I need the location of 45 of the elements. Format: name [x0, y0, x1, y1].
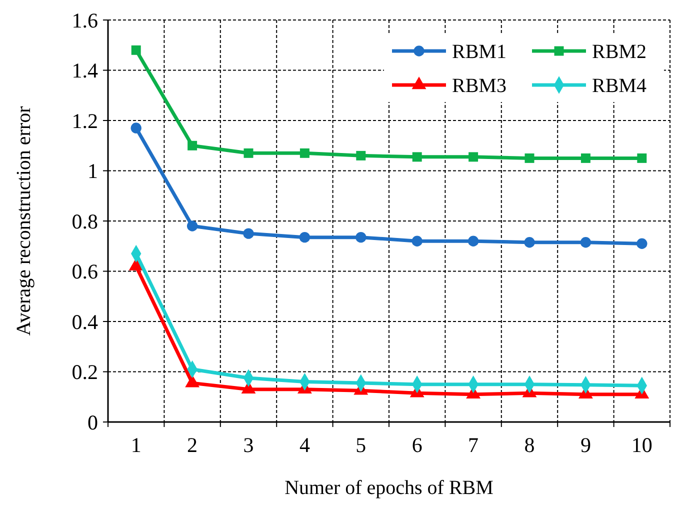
x-tick-label: 8 [524, 433, 535, 457]
point [524, 237, 535, 248]
x-tick-label: 2 [187, 433, 198, 457]
y-tick-label: 1.2 [72, 108, 98, 133]
point [412, 236, 422, 246]
y-tick-label: 1.4 [72, 58, 98, 83]
point [636, 238, 648, 249]
point [299, 232, 310, 243]
point [637, 153, 647, 163]
x-tick-label: 7 [468, 433, 479, 457]
point [468, 152, 478, 162]
x-axis-title: Numer of epochs of RBM [284, 477, 494, 499]
x-tick-label: 5 [356, 433, 366, 457]
y-tick-label: 1.6 [72, 8, 98, 32]
point [412, 152, 422, 162]
y-tick-label: 0 [88, 410, 98, 434]
x-tick-label: 6 [412, 433, 422, 457]
y-tick-label: 0.2 [72, 360, 98, 384]
x-tick-label: 9 [580, 433, 591, 457]
point [524, 153, 534, 163]
y-tick-label: 0.4 [72, 310, 98, 334]
point [356, 150, 366, 160]
point [186, 220, 198, 232]
x-tick-label: 3 [243, 433, 254, 457]
y-tick-label: 1 [88, 159, 98, 184]
point [244, 148, 254, 158]
legend-label: RBM2 [592, 41, 646, 63]
point [131, 45, 141, 55]
point [243, 228, 254, 239]
point [130, 122, 142, 134]
legend-label: RBM4 [592, 75, 646, 97]
point [356, 232, 366, 243]
y-tick-label: 0.6 [72, 260, 98, 284]
x-tick-label: 1 [130, 433, 142, 457]
point [300, 148, 310, 158]
legend-label: RBM3 [452, 75, 506, 97]
legend-label: RBM1 [452, 41, 506, 63]
point [580, 153, 590, 163]
point [580, 237, 592, 248]
point [468, 236, 479, 246]
x-tick-label: 4 [299, 433, 310, 457]
x-tick-label: 10 [631, 433, 652, 457]
point [188, 140, 198, 150]
y-tick-label: 0.8 [72, 209, 98, 234]
y-axis-title: Average reconstruction error [13, 106, 35, 336]
